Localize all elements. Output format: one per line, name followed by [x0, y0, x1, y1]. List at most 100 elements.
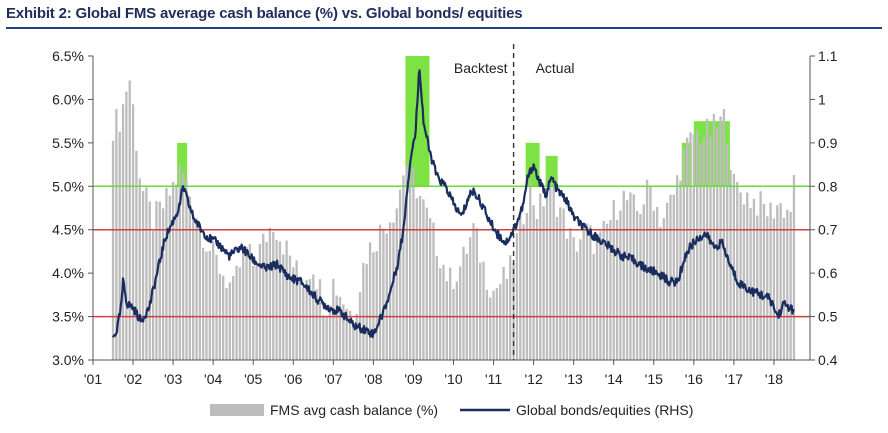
cash-balance-bar [525, 213, 529, 360]
bonds-equities-line-path [112, 69, 795, 339]
cash-balance-bar [342, 304, 345, 360]
cash-balance-bar [582, 224, 585, 360]
cash-balance-bar [452, 288, 455, 360]
cash-balance-bar [749, 208, 752, 360]
x-tick-label: '11 [485, 371, 502, 387]
cash-balance-bar [776, 205, 779, 360]
cash-balance-bar [138, 178, 141, 360]
x-tick-label: '12 [524, 371, 542, 387]
cash-balance-bar [746, 192, 749, 360]
cash-balance-bar [338, 296, 342, 360]
y-right-tick-label: 0.5 [818, 309, 838, 325]
cash-balance-bar [766, 216, 769, 360]
cash-balance-bar [519, 212, 522, 360]
cash-balance-bar [779, 203, 782, 360]
cash-balance-bar [762, 204, 766, 360]
cash-balance-bar [482, 261, 485, 360]
cash-balance-bar [692, 134, 696, 360]
cash-balance-bar [672, 194, 675, 360]
cash-balance-bar [385, 233, 388, 360]
cash-balance-bar [599, 231, 602, 360]
cash-balance-bar [642, 204, 645, 360]
legend-label-bars: FMS avg cash balance (%) [270, 402, 438, 418]
cash-balance-bar [752, 198, 756, 360]
cash-balance-bar [505, 279, 509, 360]
cash-balance-bar [595, 239, 599, 360]
cash-balance-bar [398, 189, 402, 360]
cash-balance-bar [732, 173, 736, 360]
legend-swatch-bars [210, 404, 264, 416]
cash-balance-bar [315, 289, 318, 360]
cash-balance-bars [111, 80, 796, 361]
cash-balance-bar [495, 288, 499, 360]
cash-balance-bar [716, 127, 719, 360]
cash-balance-bar [512, 262, 515, 360]
cash-balance-bar [225, 288, 228, 360]
cash-balance-bar [682, 149, 685, 360]
cash-balance-bar [515, 233, 519, 360]
cash-balance-bar [619, 210, 622, 360]
cash-balance-bar [305, 279, 308, 360]
cash-balance-bar [295, 260, 298, 360]
cash-balance-bar [145, 187, 148, 360]
cash-balance-bar [792, 175, 796, 360]
cash-balance-bar [559, 207, 562, 360]
cash-balance-bar [742, 204, 746, 360]
y-left-tick-label: 5.5% [52, 135, 84, 151]
cash-balance-bar [355, 314, 358, 360]
cash-balance-bar [585, 223, 589, 360]
cash-balance-bar [422, 199, 425, 360]
cash-balance-bar [285, 240, 288, 360]
cash-balance-bar [629, 192, 632, 360]
legend: FMS avg cash balance (%) Global bonds/equ… [210, 402, 693, 418]
cash-balance-bar [322, 315, 325, 360]
cash-balance-bar [248, 244, 252, 360]
cash-balance-bar [208, 250, 211, 360]
cash-balance-bar [148, 201, 151, 360]
cash-balance-bar [605, 223, 609, 360]
cash-balance-bar [191, 214, 195, 360]
cash-balance-bar [472, 223, 475, 360]
cash-balance-bar [282, 254, 285, 360]
cash-balance-bar [428, 218, 432, 360]
cash-balance-bar [111, 140, 115, 360]
cash-balance-bar [655, 207, 659, 360]
cash-balance-bar [739, 192, 742, 360]
cash-balance-bar [465, 253, 469, 360]
cash-balance-bar [222, 275, 225, 360]
cash-balance-bar [328, 305, 332, 360]
cash-balance-bar [438, 268, 442, 360]
cash-balance-bar [171, 181, 175, 360]
cash-balance-bar [759, 191, 762, 360]
cash-balance-bar [696, 130, 699, 360]
cash-balance-bar [245, 247, 248, 360]
cash-balance-bar [211, 241, 215, 360]
cash-balance-bar [332, 278, 335, 360]
highlight-region [177, 142, 188, 187]
y-right-tick-label: 0.6 [818, 265, 838, 281]
cash-balance-bar [155, 201, 158, 360]
cash-balance-bar [609, 220, 612, 360]
cash-balance-bar [532, 205, 535, 360]
cash-balance-bar [141, 190, 145, 360]
cash-balance-bar [288, 255, 292, 360]
cash-balance-bar [345, 309, 348, 360]
cash-balance-bar [395, 208, 398, 360]
cash-balance-bar [232, 275, 235, 360]
cash-balance-bar [362, 263, 365, 360]
cash-balance-bar [635, 210, 639, 360]
cash-balance-bar [188, 196, 191, 360]
cash-balance-bar [772, 218, 776, 360]
cash-balance-bar [459, 266, 462, 360]
cash-balance-bar [228, 282, 232, 360]
cash-balance-bar [545, 194, 549, 360]
y-right-tick-label: 0.4 [818, 352, 838, 368]
cash-balance-bar [255, 265, 258, 360]
cash-balance-bar [302, 287, 305, 360]
cash-balance-bar [278, 241, 282, 360]
y-right-tick-label: 0.7 [818, 222, 838, 238]
cash-balance-bar [782, 217, 786, 360]
cash-balance-bar [158, 201, 161, 360]
cash-balance-bar [649, 186, 652, 360]
